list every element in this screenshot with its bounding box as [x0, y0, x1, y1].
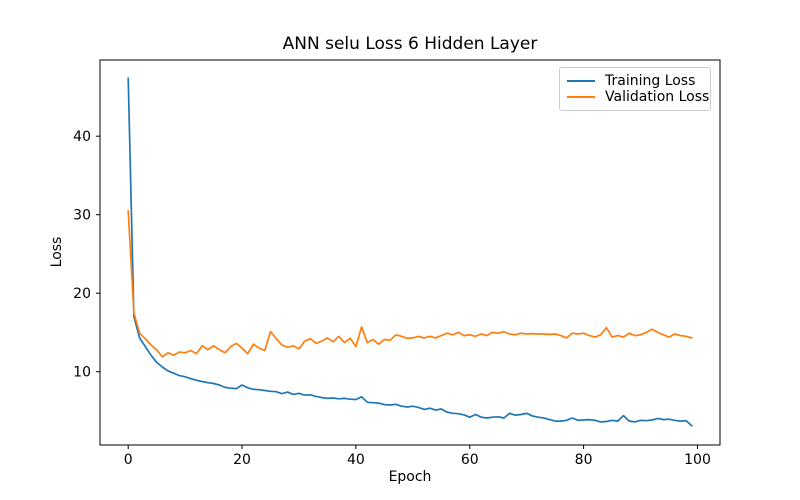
validation-loss-line — [127, 209, 693, 358]
y-tick-label: 20 — [73, 286, 91, 302]
x-tick-label: 100 — [684, 452, 711, 468]
y-tick-label: 10 — [73, 365, 91, 381]
axes-spines — [99, 59, 721, 446]
legend-item-validation-loss: Validation Loss — [567, 89, 709, 105]
y-axis-ticks: 10 20 30 40 — [73, 129, 100, 381]
x-axis-ticks: 0 20 40 60 80 100 — [124, 445, 711, 468]
legend-label-training: Training Loss — [605, 73, 696, 89]
x-tick-label: 0 — [124, 452, 133, 468]
x-tick-label: 40 — [347, 452, 365, 468]
legend-item-training-loss: Training Loss — [567, 73, 703, 89]
legend-line-swatch-training — [567, 80, 595, 82]
legend: Training Loss Validation Loss — [559, 67, 711, 111]
x-axis-label: Epoch — [388, 469, 432, 485]
chart-title: ANN selu Loss 6 Hidden Layer — [282, 34, 538, 54]
y-tick-label: 40 — [73, 129, 91, 145]
x-tick-label: 20 — [233, 452, 251, 468]
x-tick-label: 60 — [461, 452, 479, 468]
y-axis-label: Loss — [49, 236, 65, 268]
training-loss-line — [127, 77, 693, 427]
y-tick-label: 30 — [73, 208, 91, 224]
x-tick-label: 80 — [575, 452, 593, 468]
legend-line-swatch-validation — [567, 96, 595, 98]
legend-label-validation: Validation Loss — [605, 89, 710, 105]
